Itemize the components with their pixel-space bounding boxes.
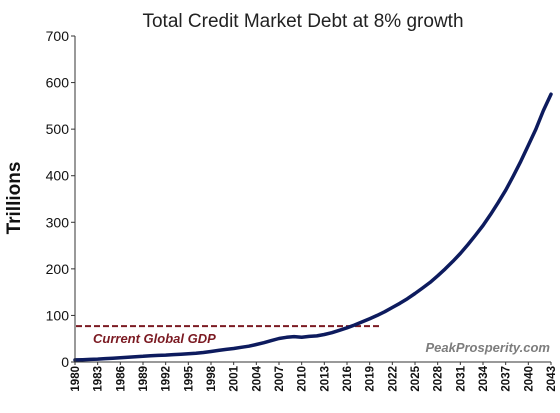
x-tick-label: 1983: [93, 366, 105, 392]
x-tick-label: 2028: [433, 365, 445, 391]
x-tick-label: 1986: [115, 366, 127, 392]
x-tick-label: 1995: [183, 365, 195, 391]
x-tick-label: 2001: [229, 365, 241, 391]
x-tick-label: 1998: [206, 365, 218, 391]
y-tick-label: 400: [46, 168, 70, 184]
x-tick-label: 2037: [501, 366, 513, 392]
chart-title: Total Credit Market Debt at 8% growth: [142, 11, 463, 32]
series-line: [73, 92, 553, 362]
y-axis-label: Trillions: [4, 162, 25, 235]
x-tick-label: 2010: [297, 366, 309, 392]
x-tick-label: 2019: [365, 366, 377, 392]
axis-tick-marks: [71, 35, 552, 365]
x-tick-label: 2007: [274, 366, 286, 392]
x-tick-label: 2043: [546, 366, 558, 392]
y-tick-label: 600: [46, 75, 70, 91]
x-tick-label: 2022: [387, 366, 399, 392]
y-tick-label: 0: [61, 354, 69, 370]
x-tick-label: 2013: [319, 366, 331, 392]
y-tick-labels: 0 100 200 300 400 500 600 700: [46, 28, 70, 370]
y-tick-label: 700: [46, 28, 70, 44]
x-tick-label: 2034: [478, 365, 490, 391]
x-tick-label: 1989: [138, 366, 150, 392]
x-tick-label: 1980: [70, 366, 82, 392]
x-tick-label: 1992: [161, 366, 173, 392]
gdp-annotation-label: Current Global GDP: [93, 331, 216, 346]
x-tick-label: 2016: [342, 366, 354, 392]
x-tick-label: 2031: [455, 365, 467, 391]
y-tick-label: 500: [46, 121, 70, 137]
y-tick-label: 100: [46, 307, 70, 323]
y-tick-label: 200: [46, 261, 70, 277]
x-tick-label: 2025: [410, 365, 422, 391]
x-tick-label: 2040: [523, 366, 535, 392]
watermark: PeakProsperity.com: [425, 340, 550, 355]
x-tick-label: 2004: [251, 365, 263, 391]
x-tick-labels: 1980 1983 1986 1989 1992 1995 1998 2001 2004 2007…: [70, 365, 558, 391]
y-tick-label: 300: [46, 214, 70, 230]
